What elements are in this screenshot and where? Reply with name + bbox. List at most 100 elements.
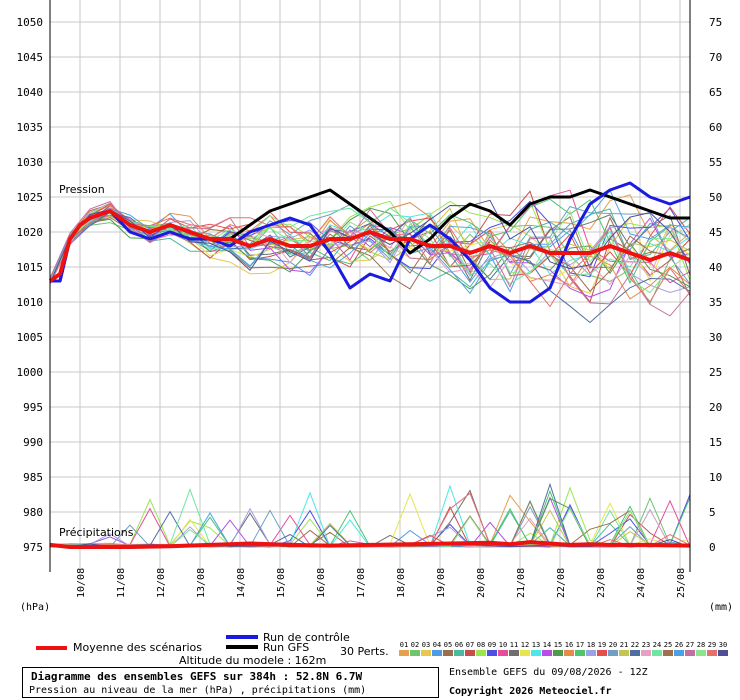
member-pressure-line bbox=[49, 198, 691, 284]
pert-color-swatch bbox=[608, 650, 618, 656]
pert-color-swatch bbox=[498, 650, 508, 656]
member-pressure-line bbox=[49, 208, 691, 308]
precip-tick-label: 55 bbox=[709, 156, 722, 169]
pressure-tick-label: 1025 bbox=[17, 191, 44, 204]
ensemble-chart: 1050104510401035103010251020101510101005… bbox=[17, 0, 733, 665]
pressure-tick-label: 1035 bbox=[17, 121, 44, 134]
date-axis: 10/08 11/08 12/08 13/08 14/08 15/08 16/08 17/08… bbox=[76, 568, 687, 598]
pressure-tick-label: 1000 bbox=[17, 366, 44, 379]
pert-color-swatch bbox=[487, 650, 497, 656]
pert-color-swatch bbox=[575, 650, 585, 656]
pert-id-label: 26 bbox=[675, 641, 683, 649]
control-pressure-line bbox=[50, 181, 691, 304]
pert-color-swatch bbox=[707, 650, 717, 656]
date-tick-label: 15/08 bbox=[276, 568, 287, 598]
chart-subtitle: Pression au niveau de la mer (hPa) , pré… bbox=[29, 685, 367, 696]
pert-color-swatch bbox=[520, 650, 530, 656]
pressure-tick-label: 1030 bbox=[17, 156, 44, 169]
pert-color-swatch bbox=[674, 650, 684, 656]
pert-id-label: 04 bbox=[433, 641, 441, 649]
pressure-tick-label: 1045 bbox=[17, 51, 44, 64]
pert-id-label: 12 bbox=[521, 641, 529, 649]
pert-color-swatch bbox=[443, 650, 453, 656]
pert-id-label: 21 bbox=[620, 641, 628, 649]
pert-id-label: 08 bbox=[477, 641, 485, 649]
precip-tick-label: 65 bbox=[709, 86, 722, 99]
date-tick-label: 21/08 bbox=[516, 568, 527, 598]
pressure-tick-label: 1040 bbox=[17, 86, 44, 99]
date-tick-label: 13/08 bbox=[196, 568, 207, 598]
pert-id-label: 01 bbox=[400, 641, 408, 649]
precip-tick-label: 25 bbox=[709, 366, 722, 379]
precip-tick-label: 10 bbox=[709, 471, 722, 484]
legend-mean: Moyenne des scénarios bbox=[73, 641, 202, 654]
mean-precip-line bbox=[49, 540, 691, 549]
date-tick-label: 20/08 bbox=[476, 568, 487, 598]
pert-color-swatch bbox=[410, 650, 420, 656]
pert-color-swatch bbox=[652, 650, 662, 656]
mean-pressure-line bbox=[48, 209, 691, 283]
perturbation-legend: 01 02 03 04 05 06 07 08 09 10 11 12 13 14 15 16 17 18 19 20… bbox=[399, 641, 728, 656]
date-tick-label: 23/08 bbox=[596, 568, 607, 598]
pressure-tick-label: 1050 bbox=[17, 16, 44, 29]
date-tick-label: 10/08 bbox=[76, 568, 87, 598]
pressure-tick-label: 985 bbox=[23, 471, 43, 484]
pert-id-label: 23 bbox=[642, 641, 650, 649]
pert-id-label: 07 bbox=[466, 641, 474, 649]
precip-tick-label: 0 bbox=[709, 541, 716, 554]
pert-id-label: 27 bbox=[686, 641, 694, 649]
pert-id-label: 30 bbox=[719, 641, 727, 649]
pressure-tick-label: 995 bbox=[23, 401, 43, 414]
pert-id-label: 05 bbox=[444, 641, 452, 649]
pressure-tick-label: 1020 bbox=[17, 226, 44, 239]
precip-tick-label: 75 bbox=[709, 16, 722, 29]
pert-id-label: 06 bbox=[455, 641, 463, 649]
pert-id-label: 11 bbox=[510, 641, 518, 649]
pert-color-swatch bbox=[432, 650, 442, 656]
pert-id-label: 15 bbox=[554, 641, 562, 649]
pressure-tick-label: 1015 bbox=[17, 261, 44, 274]
pert-id-label: 09 bbox=[488, 641, 496, 649]
pert-id-label: 22 bbox=[631, 641, 639, 649]
precip-tick-label: 30 bbox=[709, 331, 722, 344]
run-info: Ensemble GEFS du 09/08/2026 - 12Z bbox=[449, 667, 648, 678]
pert-id-label: 02 bbox=[411, 641, 419, 649]
legend-gfs: Run GFS bbox=[263, 641, 309, 654]
pert-color-swatch bbox=[597, 650, 607, 656]
pressure-tick-label: 1005 bbox=[17, 331, 44, 344]
pert-color-swatch bbox=[553, 650, 563, 656]
member-pressure-line bbox=[49, 207, 691, 284]
pert-id-label: 25 bbox=[664, 641, 672, 649]
pressure-tick-label: 980 bbox=[23, 506, 43, 519]
hpa-unit: (hPa) bbox=[20, 602, 50, 613]
date-tick-label: 17/08 bbox=[356, 568, 367, 598]
pressure-label: Pression bbox=[59, 183, 105, 196]
precip-tick-label: 40 bbox=[709, 261, 722, 274]
pert-id-label: 18 bbox=[587, 641, 595, 649]
pressure-tick-label: 975 bbox=[23, 541, 43, 554]
pert-color-swatch bbox=[619, 650, 629, 656]
pert-id-label: 17 bbox=[576, 641, 584, 649]
pert-color-swatch bbox=[718, 650, 728, 656]
pressure-tick-label: 990 bbox=[23, 436, 43, 449]
date-tick-label: 19/08 bbox=[436, 568, 447, 598]
member-pressure-line bbox=[49, 201, 691, 317]
pert-color-swatch bbox=[454, 650, 464, 656]
pert-color-swatch bbox=[476, 650, 486, 656]
precip-tick-label: 5 bbox=[709, 506, 716, 519]
pert-color-swatch bbox=[531, 650, 541, 656]
date-tick-label: 12/08 bbox=[156, 568, 167, 598]
pert-color-swatch bbox=[509, 650, 519, 656]
date-tick-label: 18/08 bbox=[396, 568, 407, 598]
date-tick-label: 24/08 bbox=[636, 568, 647, 598]
legend-perts: 30 Perts. bbox=[340, 645, 389, 658]
date-tick-label: 22/08 bbox=[556, 568, 567, 598]
mm-unit: (mm) bbox=[709, 602, 733, 613]
pert-color-swatch bbox=[421, 650, 431, 656]
date-tick-label: 11/08 bbox=[116, 568, 127, 598]
main-series bbox=[48, 181, 691, 549]
pert-id-label: 14 bbox=[543, 641, 551, 649]
pert-id-label: 10 bbox=[499, 641, 507, 649]
chart-grid bbox=[50, 0, 690, 572]
